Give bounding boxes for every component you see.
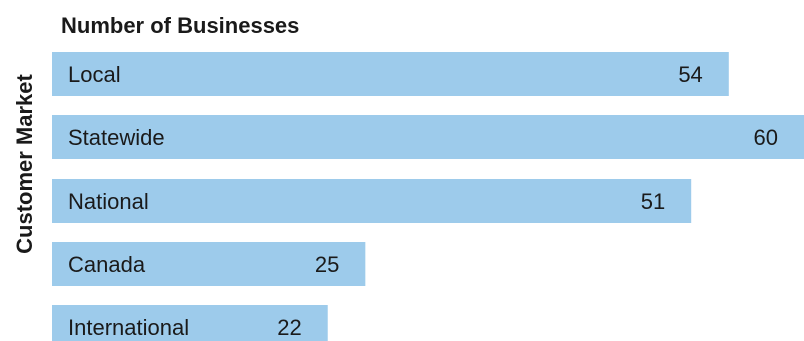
category-label-statewide: Statewide bbox=[68, 125, 165, 150]
value-label-statewide: 60 bbox=[754, 125, 778, 150]
chart-title: Number of Businesses bbox=[61, 13, 299, 38]
bar-statewide bbox=[52, 115, 804, 159]
category-label-national: National bbox=[68, 189, 149, 214]
category-label-local: Local bbox=[68, 62, 121, 87]
bars-group: Local 54 Statewide 60 National 51 Canada 25 Inte… bbox=[52, 52, 804, 341]
category-label-international: International bbox=[68, 315, 189, 340]
category-label-canada: Canada bbox=[68, 252, 146, 277]
value-label-canada: 25 bbox=[315, 252, 339, 277]
bar-local bbox=[52, 52, 729, 96]
value-label-international: 22 bbox=[277, 315, 301, 340]
y-axis-label: Customer Market bbox=[12, 73, 37, 253]
bar-national bbox=[52, 179, 692, 223]
bar-canada bbox=[52, 242, 366, 286]
value-label-national: 51 bbox=[641, 189, 665, 214]
value-label-local: 54 bbox=[678, 62, 702, 87]
bar-international bbox=[52, 305, 328, 341]
